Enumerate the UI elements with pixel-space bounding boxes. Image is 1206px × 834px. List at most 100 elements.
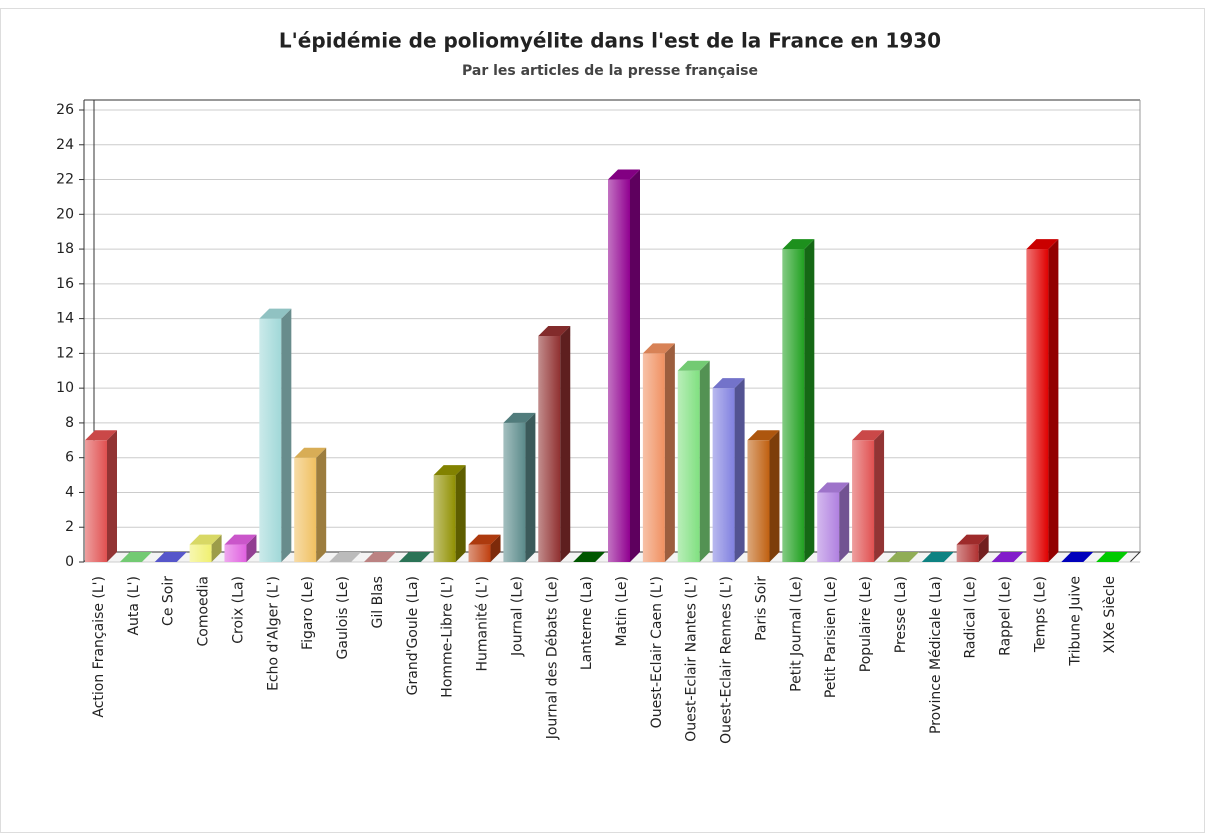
bar-top xyxy=(85,430,117,441)
bar xyxy=(468,544,491,562)
bar-side xyxy=(246,534,257,562)
bar-top xyxy=(363,552,396,562)
bar-top xyxy=(1061,552,1094,562)
bar-top xyxy=(747,430,780,441)
bar-top xyxy=(1096,552,1129,562)
bar-top xyxy=(608,169,640,180)
bar xyxy=(189,544,212,562)
x-tick-label: Journal des Débats (Le) xyxy=(544,576,560,740)
bar xyxy=(503,422,526,562)
bar-top xyxy=(677,360,710,371)
x-tick-label: Comoedia xyxy=(196,576,212,647)
y-tick-label: 10 xyxy=(56,380,74,396)
bar-side xyxy=(978,534,989,562)
bar-top xyxy=(991,552,1024,562)
x-tick-label: Rappel (Le) xyxy=(998,576,1014,656)
bar-side xyxy=(734,378,745,562)
bar xyxy=(782,249,805,563)
bar xyxy=(85,440,107,562)
bar-top xyxy=(433,465,466,476)
bar-side xyxy=(664,343,675,562)
bar-top xyxy=(782,239,815,250)
bar xyxy=(817,492,840,562)
y-tick-label: 8 xyxy=(65,415,74,431)
x-tick-label: Province Médicale (La) xyxy=(928,576,944,734)
bar xyxy=(538,336,561,562)
bar-side xyxy=(804,239,815,563)
x-tick-label: Matin (Le) xyxy=(614,576,630,646)
bar-side xyxy=(630,169,640,563)
bar-side xyxy=(699,360,710,562)
bar-side xyxy=(281,308,292,562)
bar-top xyxy=(642,343,675,354)
bar-top xyxy=(852,430,885,441)
bar-side xyxy=(560,326,571,562)
x-tick-label: Croix (La) xyxy=(230,576,246,644)
bar-top xyxy=(1026,239,1059,250)
x-tick-label: Figaro (Le) xyxy=(300,576,316,650)
bar-side xyxy=(874,430,885,562)
y-tick-label: 18 xyxy=(56,241,74,257)
bar-side xyxy=(839,482,850,562)
bar-side xyxy=(1048,239,1059,563)
x-tick-label: Action Française (L') xyxy=(91,576,107,718)
bar xyxy=(677,370,700,562)
x-tick-label: Journal (Le) xyxy=(509,576,525,657)
bar-top xyxy=(224,534,257,545)
bar-top xyxy=(154,552,187,562)
x-tick-label: Ouest-Eclair Rennes (L') xyxy=(719,576,735,744)
x-tick-label: Paris Soir xyxy=(753,576,769,641)
y-tick-label: 12 xyxy=(56,345,74,361)
bar xyxy=(1026,249,1049,563)
x-tick-label: Ce Soir xyxy=(161,576,177,626)
x-tick-label: Temps (Le) xyxy=(1032,576,1048,653)
y-tick-label: 16 xyxy=(56,276,74,292)
bar-top xyxy=(294,447,327,458)
bar-top xyxy=(538,326,571,336)
bar xyxy=(433,475,456,562)
x-tick-label: Petit Journal (Le) xyxy=(788,576,804,692)
x-tick-label: Radical (Le) xyxy=(963,576,979,658)
bar-side xyxy=(455,465,466,562)
y-tick-label: 20 xyxy=(56,206,74,222)
x-tick-label: Populaire (Le) xyxy=(858,576,874,672)
bar-side xyxy=(107,430,117,562)
bar-side xyxy=(525,412,536,562)
x-tick-label: Tribune Juive xyxy=(1067,576,1083,667)
bar-top xyxy=(329,552,362,562)
y-tick-label: 2 xyxy=(65,519,74,535)
bar-top xyxy=(573,552,606,562)
bar xyxy=(608,179,630,563)
bar xyxy=(712,388,735,562)
x-tick-label: Humanité (L') xyxy=(475,576,491,672)
x-tick-label: Homme-Libre (L') xyxy=(440,576,456,698)
x-tick-label: Auta (L') xyxy=(126,576,142,636)
y-tick-label: 0 xyxy=(65,554,74,570)
bar-side xyxy=(490,534,501,562)
bar-top xyxy=(503,412,536,423)
bar-top xyxy=(921,552,954,562)
bar-top xyxy=(817,482,850,493)
chart-title: L'épidémie de poliomyélite dans l'est de… xyxy=(279,29,941,53)
x-tick-label: Gil Blas xyxy=(370,576,386,628)
y-tick-label: 4 xyxy=(65,484,74,500)
x-tick-label: Gaulois (Le) xyxy=(335,576,351,659)
bar xyxy=(956,544,979,562)
x-tick-label: Ouest-Eclair Nantes (L') xyxy=(684,576,700,742)
bar-top xyxy=(259,308,292,319)
chart-subtitle: Par les articles de la presse française xyxy=(462,63,758,79)
bar-top xyxy=(398,552,431,562)
bar xyxy=(642,353,665,562)
x-tick-label: XIXe Siècle xyxy=(1102,576,1118,653)
y-tick-label: 26 xyxy=(56,102,74,118)
bar xyxy=(747,440,770,562)
bar-top xyxy=(189,534,222,545)
bar xyxy=(259,318,282,562)
frame xyxy=(0,8,1205,833)
bar-top xyxy=(886,552,919,562)
bar-top xyxy=(119,552,152,562)
y-tick-label: 6 xyxy=(65,450,74,466)
x-tick-label: Petit Parisien (Le) xyxy=(823,576,839,698)
bar-top xyxy=(468,534,501,545)
